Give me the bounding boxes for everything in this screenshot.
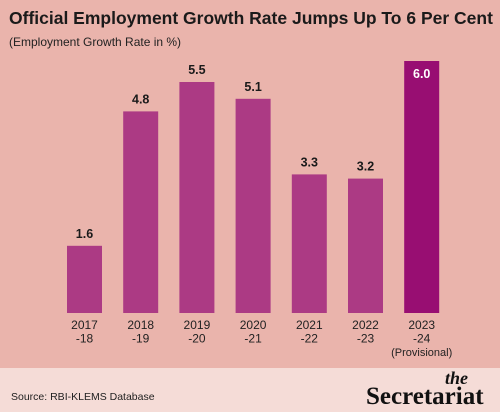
category-label: -22	[301, 332, 319, 346]
category-label: -19	[132, 332, 150, 346]
category-label: -21	[244, 332, 262, 346]
bar-2018	[123, 111, 159, 314]
value-label: 3.2	[357, 160, 374, 174]
category-label: -18	[76, 332, 94, 346]
category-label: 2019	[184, 318, 211, 332]
value-label: 1.6	[76, 227, 93, 241]
source-note: Source: RBI-KLEMS Database	[11, 391, 155, 403]
bar-2020	[235, 98, 271, 313]
category-label: 2018	[127, 318, 154, 332]
category-label: 2022	[352, 318, 379, 332]
brand-logo-secretariat: Secretariat	[366, 383, 484, 410]
category-label: (Provisional)	[391, 347, 452, 359]
value-label: 3.3	[301, 155, 318, 169]
bar-2023	[404, 61, 440, 313]
category-label: 2023	[408, 318, 435, 332]
value-label: 6.0	[413, 67, 430, 81]
category-label: 2017	[71, 318, 98, 332]
brand-logo-the: the	[445, 368, 469, 388]
category-label: -20	[188, 332, 206, 346]
bar-2017	[67, 245, 102, 313]
chart-subtitle: (Employment Growth Rate in %)	[9, 35, 182, 49]
footer-bar	[0, 368, 500, 412]
category-label: -23	[357, 332, 375, 346]
bar-2019	[179, 82, 215, 313]
value-label: 5.5	[188, 63, 205, 77]
bar-2021	[291, 174, 327, 313]
category-label: 2021	[296, 318, 323, 332]
value-label: 4.8	[132, 92, 149, 106]
bar-2022	[348, 178, 383, 313]
category-label: -24	[413, 332, 431, 346]
value-label: 5.1	[244, 80, 261, 94]
category-label: 2020	[240, 318, 267, 332]
bar-chart: 1.6 2017-18 4.8 2018-19 5.5 2019-20 5.1 2020-21…	[67, 61, 452, 359]
chart-title: Official Employment Growth Rate Jumps Up…	[9, 8, 493, 28]
